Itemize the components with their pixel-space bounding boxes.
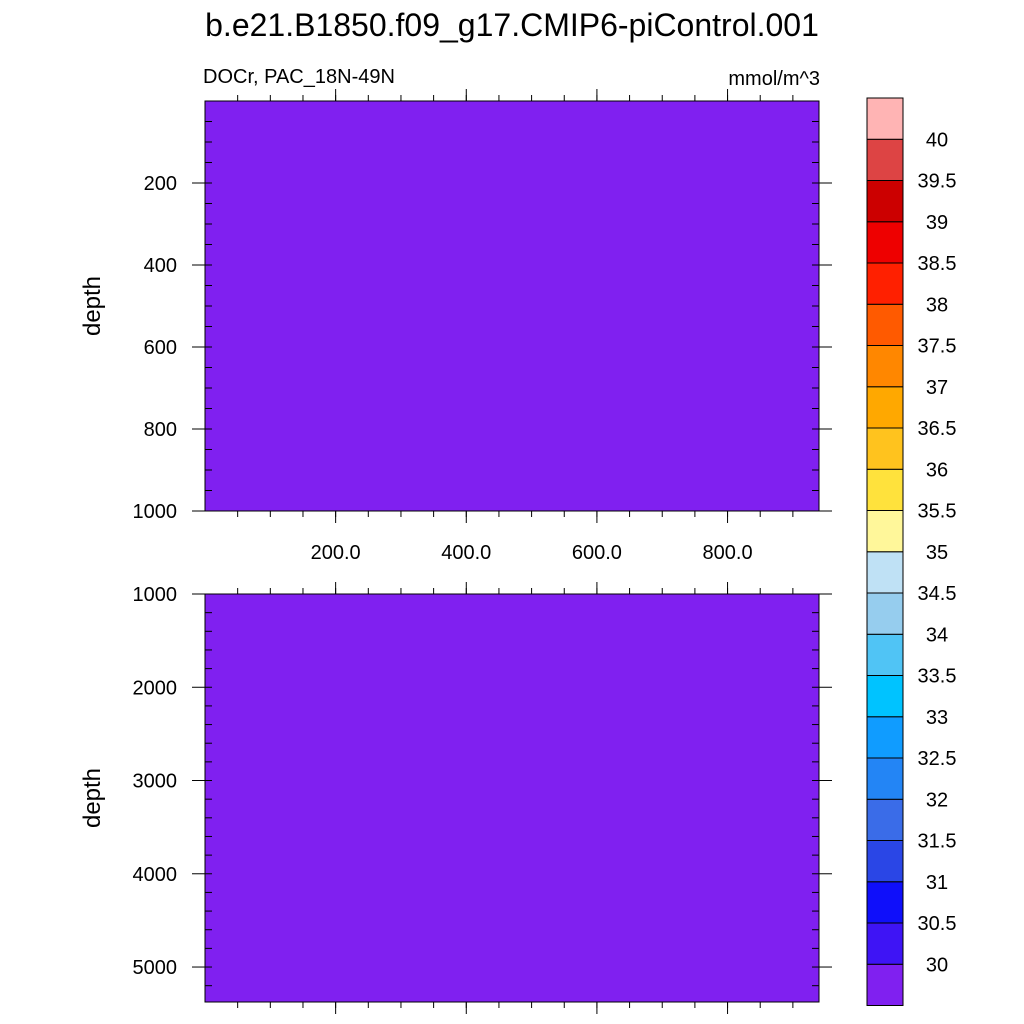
y-tick-label: 600 [144, 337, 177, 359]
colorbar-level-label: 33 [926, 707, 948, 729]
colorbar-swatch [866, 881, 904, 924]
colorbar-swatch [866, 922, 904, 965]
colorbar-level-label: 36.5 [918, 418, 957, 440]
x-tick-label: 600.0 [572, 542, 622, 564]
colorbar-level-label: 34.5 [918, 583, 957, 605]
colorbar-swatch [866, 138, 904, 181]
colorbar-level-label: 35 [926, 542, 948, 564]
colorbar-level-label: 37 [926, 377, 948, 399]
colorbar-swatch [866, 386, 904, 429]
panel-upper: 200 400 600 800 1000 200.0 400.0 600.0 800.0 dept… [79, 89, 832, 564]
x-tick-label: 200.0 [311, 542, 361, 564]
x-tick-label: 800.0 [703, 542, 753, 564]
units-label: mmol/m^3 [728, 68, 820, 90]
colorbar-level-label: 38 [926, 294, 948, 316]
y-axis-label: depth [79, 276, 106, 336]
colorbar-level-label: 33.5 [918, 666, 957, 688]
colorbar-level-label: 39.5 [918, 171, 957, 193]
colorbar-level-label: 39 [926, 212, 948, 234]
colorbar-swatch [866, 675, 904, 718]
y-tick-label: 200 [144, 173, 177, 195]
colorbar-level-label: 30.5 [918, 913, 957, 935]
colorbar-swatch [866, 840, 904, 883]
y-axis-label: depth [79, 768, 106, 828]
panel-upper-field [205, 101, 819, 511]
y-tick-label: 1000 [133, 584, 178, 606]
y-tick-label: 400 [144, 255, 177, 277]
colorbar-level-label: 31.5 [918, 831, 957, 853]
colorbar-level-label: 37.5 [918, 336, 957, 358]
colorbar-level-label: 32.5 [918, 748, 957, 770]
colorbar-level-label: 36 [926, 459, 948, 481]
colorbar-swatch [866, 633, 904, 676]
colorbar-swatch [866, 963, 904, 1006]
colorbar-swatch [866, 551, 904, 594]
panel-lower-frame [204, 593, 820, 1003]
colorbar-swatch [866, 427, 904, 470]
colorbar: 30 30.5 31 31.5 32 32.5 33 33.5 34 34.5 35 35.5 36 36… [866, 97, 957, 1006]
colorbar-level-label: 38.5 [918, 253, 957, 275]
chart-title: b.e21.B1850.f09_g17.CMIP6-piControl.001 [205, 7, 819, 43]
colorbar-swatch [866, 221, 904, 264]
colorbar-swatch [866, 303, 904, 346]
panels: 200 400 600 800 1000 200.0 400.0 600.0 800.0 dept… [79, 89, 832, 1014]
colorbar-swatch [866, 180, 904, 223]
colorbar-swatch [866, 345, 904, 388]
colorbar-swatch [866, 716, 904, 759]
colorbar-level-label: 30 [926, 954, 948, 976]
colorbar-swatch [866, 592, 904, 635]
panel-lower: 1000 2000 3000 4000 5000 depth [79, 582, 832, 1014]
colorbar-level-label: 40 [926, 129, 948, 151]
y-tick-label: 2000 [133, 677, 178, 699]
y-tick-label: 1000 [133, 501, 178, 523]
colorbar-swatch [866, 97, 904, 140]
y-tick-label: 4000 [133, 864, 178, 886]
colorbar-swatch [866, 798, 904, 841]
y-tick-label: 3000 [133, 771, 178, 793]
colorbar-level-label: 32 [926, 789, 948, 811]
colorbar-level-label: 34 [926, 624, 948, 646]
colorbar-level-label: 35.5 [918, 501, 957, 523]
x-tick-label: 400.0 [441, 542, 491, 564]
panel-lower-field [205, 594, 819, 1002]
colorbar-swatch [866, 262, 904, 305]
colorbar-swatch [866, 468, 904, 511]
left-subtitle: DOCr, PAC_18N-49N [203, 66, 395, 88]
colorbar-swatch [866, 757, 904, 800]
colorbar-swatch [866, 510, 904, 553]
y-tick-label: 5000 [133, 957, 178, 979]
y-tick-label: 800 [144, 419, 177, 441]
colorbar-level-label: 31 [926, 872, 948, 894]
